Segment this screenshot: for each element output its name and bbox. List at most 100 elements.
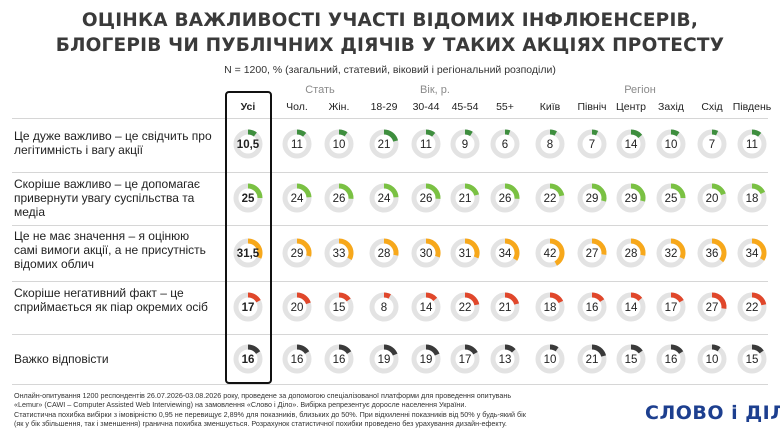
donut-value-arc [296, 292, 311, 305]
donut-value-label: 10 [333, 139, 346, 151]
donut-value-label: 21 [459, 193, 472, 205]
donut-value-arc [670, 344, 684, 355]
group-label-region: Регіон [624, 84, 656, 96]
row-label: Скоріше важливо – це допомагає привернут… [14, 177, 201, 219]
donut-value-arc [504, 238, 520, 261]
donut-value-label: 20 [291, 302, 304, 314]
donut-value-arc [591, 183, 607, 202]
donut-value-label: 32 [665, 248, 678, 260]
footer-line: «Lemur» (CAWI – Computer Assisted Web In… [14, 400, 467, 410]
donut-value-label: 28 [378, 248, 391, 260]
donut-value-label: 11 [291, 139, 303, 151]
donut-value-label: 14 [625, 302, 638, 314]
donut-value-label: 10,5 [237, 139, 260, 151]
donut-value-label: 9 [462, 139, 468, 151]
donut-value-label: 10 [544, 354, 557, 366]
donut-value-arc [670, 292, 684, 303]
donut-value-arc [711, 344, 721, 352]
donut-value-arc [630, 129, 643, 139]
donut-value-label: 21 [499, 302, 512, 314]
donut-value-arc [504, 344, 516, 353]
donut-value-label: 28 [625, 248, 638, 260]
donut-value-label: 26 [499, 193, 512, 205]
donut-value-arc [338, 292, 351, 302]
donut-value-label: 15 [746, 354, 759, 366]
donut-value-label: 29 [291, 248, 304, 260]
donut-value-label: 14 [420, 302, 433, 314]
donut-value-label: 26 [420, 193, 433, 205]
column-label: Центр [615, 101, 647, 113]
donut-value-arc [711, 292, 727, 309]
donut-value-arc [630, 183, 646, 202]
total-column-highlight [225, 91, 272, 384]
donut-value-label: 34 [499, 248, 512, 260]
donut-value-arc [247, 129, 257, 137]
donut-value-arc [670, 238, 686, 260]
donut-value-arc [630, 344, 643, 354]
donut-value-arc [504, 292, 520, 305]
donut-value-label: 10 [665, 139, 678, 151]
donut-value-label: 11 [746, 139, 758, 151]
donut-value-arc [247, 238, 263, 259]
donut-value-arc [464, 183, 480, 196]
donut-value-arc [296, 238, 312, 257]
donut-value-arc [296, 129, 307, 137]
donut-value-label: 31,5 [237, 248, 260, 260]
donut-value-arc [711, 238, 727, 263]
methodology-footer: Онлайн-опитування 1200 респондентів 26.0… [14, 391, 634, 429]
group-label-age: Вік, р. [420, 84, 450, 96]
donut-value-label: 36 [706, 248, 719, 260]
donut-value-arc [711, 129, 719, 136]
donut-value-arc [591, 292, 605, 303]
donut-value-label: 16 [242, 354, 255, 366]
donut-value-arc [751, 183, 766, 195]
donut-value-arc [383, 183, 399, 198]
donut-value-label: 22 [746, 302, 759, 314]
donut-value-arc [464, 129, 473, 137]
donut-value-arc [670, 129, 680, 137]
column-label: Усі [240, 101, 256, 113]
donut-value-label: 17 [242, 302, 255, 314]
donut-value-arc [338, 129, 348, 137]
donut-value-arc [591, 344, 607, 357]
donut-value-arc [549, 344, 559, 352]
donut-value-label: 29 [625, 193, 638, 205]
donut-value-label: 24 [378, 193, 391, 205]
donut-value-label: 31 [459, 248, 472, 260]
donut-value-label: 10 [706, 354, 719, 366]
donut-value-arc [591, 238, 607, 255]
column-label: 45-54 [451, 101, 479, 113]
footer-line: (як у бік збільшення, так і зменшення) г… [14, 419, 507, 429]
donut-value-label: 34 [746, 248, 759, 260]
divider-line [12, 334, 768, 335]
divider-line [12, 384, 768, 385]
column-label: Схід [701, 101, 723, 113]
column-label: Північ [577, 101, 607, 113]
donut-value-arc [425, 292, 438, 302]
chart-subtitle: N = 1200, % (загальний, статевий, вікови… [224, 64, 556, 76]
donut-value-label: 27 [706, 302, 719, 314]
donut-value-arc [464, 238, 480, 259]
footer-line: Онлайн-опитування 1200 респондентів 26.0… [14, 391, 512, 400]
donut-value-label: 20 [706, 193, 719, 205]
donut-value-arc [425, 344, 440, 356]
donut-value-label: 14 [625, 139, 638, 151]
donut-value-label: 33 [333, 248, 346, 260]
donut-value-arc [425, 129, 436, 137]
donut-value-label: 16 [665, 354, 678, 366]
donut-value-arc [383, 292, 391, 299]
donut-value-arc [338, 183, 354, 199]
donut-value-arc [549, 292, 564, 304]
donut-value-label: 16 [291, 354, 304, 366]
donut-value-label: 27 [586, 248, 599, 260]
donut-value-arc [504, 183, 520, 199]
column-label: 55+ [496, 101, 514, 113]
donut-value-label: 15 [333, 302, 346, 314]
donut-value-arc [247, 344, 261, 355]
donut-value-arc [383, 129, 399, 142]
chart-title: ОЦІНКА ВАЖЛИВОСТІ УЧАСТІ ВІДОМИХ ІНФЛЮЕН… [0, 8, 780, 58]
donut-value-label: 21 [378, 139, 391, 151]
donut-value-arc [504, 129, 511, 136]
row-label: Скоріше негативний факт – це сприймаєтьс… [14, 286, 208, 314]
